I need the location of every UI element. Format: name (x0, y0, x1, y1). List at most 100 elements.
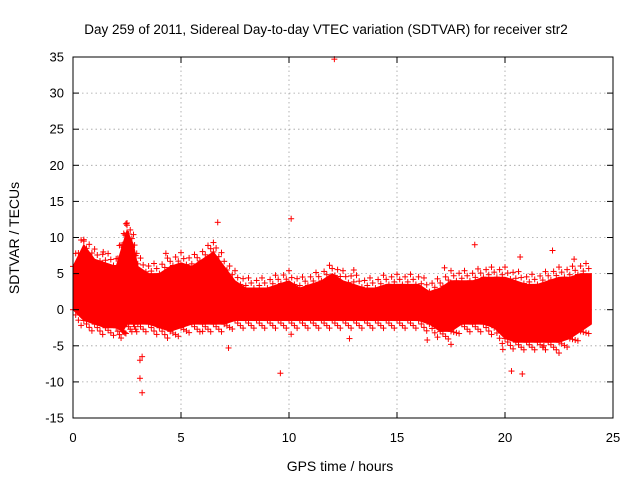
data-points (70, 56, 592, 396)
edge-point (377, 280, 384, 287)
edge-point (415, 273, 422, 280)
edge-point (137, 323, 144, 330)
edge-point (383, 276, 390, 283)
edge-point (86, 241, 93, 248)
edge-point (348, 272, 355, 279)
edge-point (391, 325, 398, 332)
edge-point (404, 317, 411, 324)
edge-point (191, 251, 198, 258)
edge-point (78, 322, 85, 329)
outlier-point (519, 370, 526, 377)
edge-point (564, 266, 571, 273)
edge-point (164, 335, 171, 342)
edge-point (434, 275, 441, 282)
edge-point (526, 278, 533, 285)
data-cloud (72, 228, 592, 343)
edge-point (91, 246, 98, 253)
edge-point (145, 321, 152, 328)
edge-point (453, 277, 460, 284)
edge-point (574, 271, 581, 278)
edge-point (245, 274, 252, 281)
edge-point (445, 277, 452, 284)
outlier-point (499, 346, 506, 353)
outlier-point (288, 215, 295, 222)
edge-point (202, 323, 209, 330)
edge-point (221, 258, 228, 265)
edge-point (248, 279, 255, 286)
edge-point (180, 255, 187, 262)
edge-point (367, 322, 373, 329)
edge-point (477, 270, 484, 277)
y-tick-label: 10 (50, 230, 64, 245)
edge-point (125, 230, 132, 237)
edge-point (394, 271, 400, 278)
edge-point (380, 272, 387, 279)
x-tick-labels: 0 5 10 15 20 25 (69, 430, 620, 445)
edge-point (137, 255, 144, 262)
data-band (72, 228, 592, 343)
edge-point (385, 281, 392, 288)
edge-point (156, 324, 163, 331)
edge-point (469, 321, 476, 328)
edge-point (356, 322, 363, 329)
edge-point (234, 320, 241, 327)
edge-point (256, 282, 263, 289)
edge-point (116, 331, 123, 338)
edge-point (569, 263, 576, 270)
edge-point (364, 320, 371, 327)
edge-point (396, 276, 403, 283)
edge-point (207, 328, 214, 335)
edge-point (97, 327, 103, 334)
edge-point (439, 283, 446, 290)
edge-point (480, 274, 487, 281)
edge-point (383, 317, 390, 324)
outlier-point (162, 250, 169, 257)
edge-point (410, 276, 417, 283)
edge-point (453, 329, 460, 336)
edge-point (547, 276, 554, 283)
edge-point (442, 273, 449, 280)
edge-point (456, 330, 463, 337)
edge-point (348, 325, 355, 332)
edge-point (272, 272, 279, 279)
outlier-point (139, 353, 146, 360)
outlier-point (124, 220, 130, 227)
edge-point (188, 321, 195, 328)
edge-point (580, 329, 587, 336)
edge-point (99, 331, 106, 338)
y-tick-label: 5 (57, 266, 64, 281)
edge-point (577, 263, 584, 270)
edge-point (369, 279, 376, 286)
edge-point (294, 275, 301, 282)
edge-point (240, 275, 247, 282)
edge-point (396, 320, 403, 327)
edge-point (229, 271, 236, 278)
edge-point (272, 325, 279, 332)
edge-point (391, 278, 398, 285)
edge-point (121, 329, 128, 336)
edge-point (288, 274, 295, 281)
edge-point (164, 255, 171, 262)
edge-point (148, 268, 155, 275)
edge-point (133, 250, 140, 257)
edge-point (215, 326, 222, 333)
edge-point (191, 323, 198, 330)
outlier-point (139, 389, 146, 396)
edge-point (186, 254, 193, 261)
edge-point (464, 326, 471, 333)
edge-point (445, 335, 452, 342)
edge-point (569, 336, 576, 343)
edge-point (107, 256, 114, 263)
edge-point (429, 280, 436, 287)
edge-point (542, 346, 549, 353)
edge-point (461, 323, 468, 330)
edge-point (91, 321, 98, 328)
edge-point (161, 264, 168, 271)
edge-point (261, 279, 268, 286)
edge-point (583, 329, 589, 336)
outlier-point (448, 341, 454, 348)
edge-point (72, 311, 79, 318)
edge-point (375, 320, 382, 327)
edge-point (512, 275, 519, 282)
edge-point (250, 285, 257, 292)
